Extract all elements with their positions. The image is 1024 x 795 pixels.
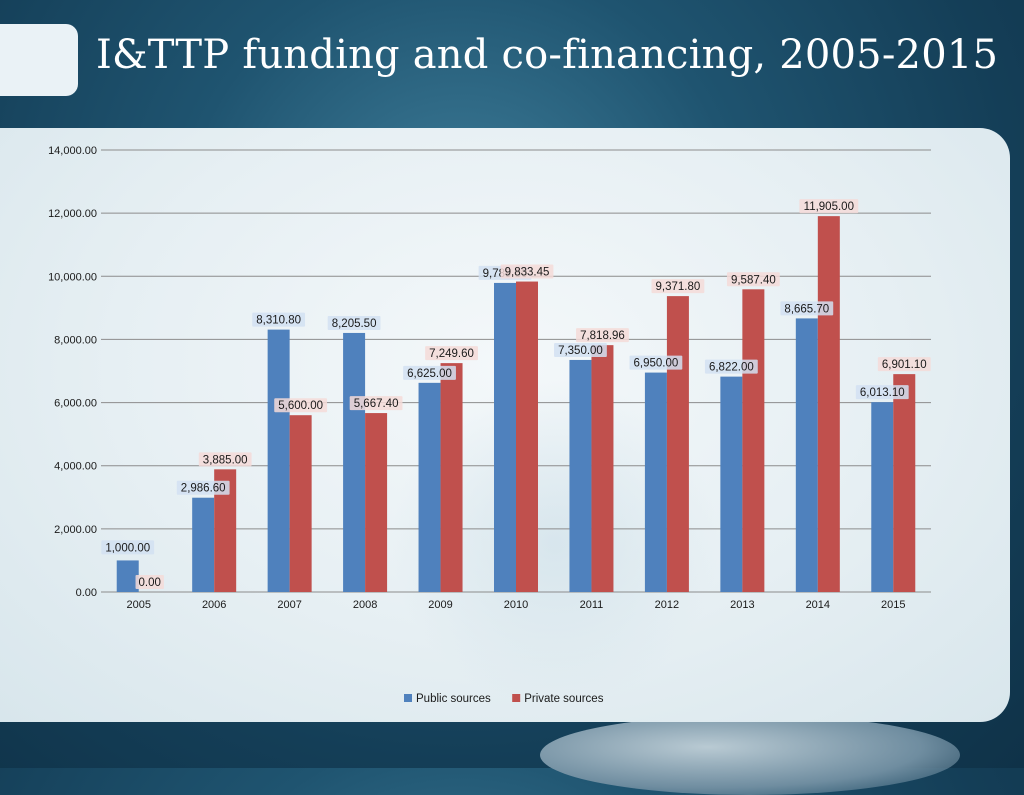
data-label-box [327,315,381,330]
x-tick-label: 2010 [504,599,528,611]
title-tab-decoration [0,24,78,96]
data-label-box [252,312,306,327]
y-tick-label: 12,000.00 [48,208,97,220]
public-data-label: 8,205.50 [332,318,377,330]
background-hand-image [540,715,960,795]
legend-swatch [512,694,521,702]
data-label-box [855,385,909,400]
data-label-box [425,346,478,361]
private-data-label: 5,667.40 [354,398,399,410]
private-data-label: 5,600.00 [278,400,323,412]
data-label-box [500,264,554,279]
bars [116,216,916,592]
private-bar-2011 [591,345,614,592]
slide-title: I&TTP funding and co-financing, 2005-201… [96,32,999,78]
legend-label: Public sources [416,693,491,705]
data-label-box [176,480,230,495]
data-label-box [651,279,705,294]
public-data-label: 6,950.00 [634,358,679,370]
private-bar-2010 [516,281,538,592]
private-bar-2014 [817,216,840,592]
public-bar-2005 [116,560,139,592]
public-data-label: 7,350.00 [558,345,603,357]
data-label-box [403,365,456,380]
private-bar-2013 [742,289,765,592]
private-data-label: 9,371.80 [656,281,701,293]
public-bar-2014 [795,318,818,592]
x-tick-label: 2015 [881,599,905,611]
private-bar-2009 [440,363,463,592]
public-bar-2008 [343,332,366,592]
private-data-label: 3,885.00 [203,454,248,466]
private-data-label: 7,249.60 [429,348,474,360]
x-tick-label: 2012 [655,599,679,611]
data-label-box [877,357,931,372]
x-tick-label: 2008 [353,599,377,611]
data-label-box [554,342,607,357]
x-tick-label: 2007 [277,599,301,611]
public-data-label: 6,013.10 [860,387,905,399]
x-tick-label: 2006 [202,599,226,611]
y-tick-label: 0.00 [76,587,97,599]
bar-chart: 0.00 2,000.00 4,000.00 6,000.00 8,000.00 10,0… [48,145,931,705]
private-data-label: 6,901.10 [882,359,927,371]
public-data-label: 1,000.00 [105,542,150,554]
private-bar-2007 [289,415,312,592]
legend-swatch [404,694,412,702]
public-bar-2009 [418,382,441,592]
y-tick-label: 10,000.00 [48,271,97,283]
data-label-box [576,328,629,343]
data-label-box [349,396,403,411]
private-bar-2015 [893,374,916,592]
public-bar-2013 [720,376,743,592]
y-axis: 0.00 2,000.00 4,000.00 6,000.00 8,000.00 10,0… [48,145,97,599]
x-axis: 2005 2006 2007 2008 2009 2010 2011 2012 2013 2014… [126,599,905,611]
x-tick-label: 2011 [580,599,604,611]
private-bar-2006 [214,469,237,592]
y-tick-label: 4,000.00 [54,461,97,473]
data-label-box [274,398,328,413]
legend-label: Private sources [524,693,604,705]
y-tick-label: 2,000.00 [54,524,97,536]
public-bar-2010 [494,282,516,592]
data-label-box [726,272,780,287]
x-tick-label: 2013 [730,599,754,611]
public-bar-2012 [644,372,667,592]
data-label-box [629,355,683,370]
data-label-box [780,301,834,316]
x-tick-label: 2014 [806,599,830,611]
data-label-box [799,199,859,214]
public-data-label: 2,986.60 [181,483,226,495]
public-data-label: 6,625.00 [407,368,452,380]
public-bar-2007 [267,329,290,592]
private-bar-2008 [365,413,388,592]
private-data-label: 9,587.40 [731,274,776,286]
data-label-box [101,540,155,555]
data-label-box [704,359,758,374]
private-data-label: 9,833.45 [505,267,550,279]
public-bar-2011 [569,359,592,592]
public-bar-2015 [871,402,894,592]
private-data-label: 7,818.96 [580,330,625,342]
y-tick-label: 6,000.00 [54,398,97,410]
private-data-label: 11,905.00 [804,201,854,213]
legend: Public sources Private sources [404,693,604,705]
public-bar-2006 [192,497,215,592]
public-data-label: 8,665.70 [784,303,829,315]
y-tick-label: 14,000.00 [48,145,97,157]
x-tick-label: 2005 [126,599,150,611]
data-label-box [135,575,164,589]
private-bar-2012 [666,296,689,592]
data-label-box [198,452,252,467]
data-labels: 1,000.00 2,986.60 8,310.80 8,205.50 6,625.00… [101,199,931,589]
y-tick-label: 8,000.00 [54,334,97,346]
public-data-label: 6,822.00 [709,362,754,374]
x-tick-label: 2009 [428,599,452,611]
private-data-label: 0.00 [139,577,161,589]
public-data-label: 8,310.80 [256,315,301,327]
